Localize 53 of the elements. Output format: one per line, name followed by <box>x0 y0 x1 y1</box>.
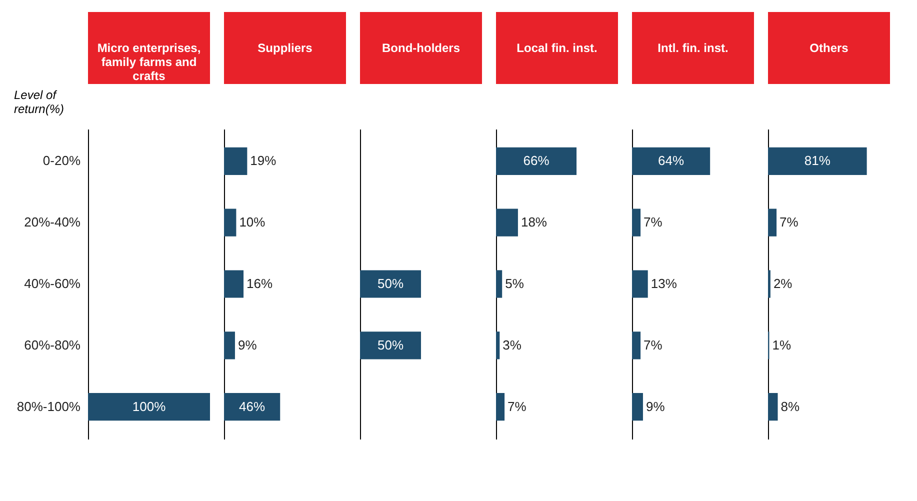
bar <box>632 147 710 176</box>
y-tick-label: 80%-100% <box>16 398 81 414</box>
bar <box>768 392 778 421</box>
data-label: 46% <box>239 398 266 414</box>
data-label: 7% <box>508 398 527 414</box>
data-label: 9% <box>646 398 666 414</box>
chart-title: Bond-holders <box>382 41 460 55</box>
chart-title: Local fin. inst. <box>516 41 598 55</box>
data-label: 81% <box>804 153 831 168</box>
bar <box>632 208 641 236</box>
data-label: 8% <box>780 398 800 414</box>
bar <box>632 392 643 421</box>
y-axis-title: Level of return(%) <box>14 88 64 116</box>
bar <box>224 332 235 360</box>
data-label: 7% <box>644 337 663 352</box>
y-tick-label: 60%-80% <box>24 337 81 352</box>
data-label: 13% <box>650 276 678 291</box>
bar <box>632 270 648 298</box>
chart-title: Suppliers <box>258 41 313 55</box>
data-label: 50% <box>377 276 404 291</box>
bar <box>496 332 500 360</box>
bar <box>224 270 244 298</box>
data-label: 100% <box>132 398 166 414</box>
data-label: 19% <box>250 153 277 168</box>
y-tick-label: 0-20% <box>42 153 81 168</box>
data-label: 2% <box>773 276 793 291</box>
bar <box>496 270 502 298</box>
chart-title: Intl. fin. inst. <box>658 41 728 55</box>
bar <box>496 147 577 176</box>
data-label: 7% <box>644 214 663 230</box>
chart-title: Others <box>810 41 849 55</box>
y-tick-label: 40%-60% <box>24 276 81 291</box>
bar <box>496 208 518 236</box>
data-label: 10% <box>239 214 266 230</box>
data-label: 16% <box>246 276 273 291</box>
bar <box>224 147 248 176</box>
bar <box>768 147 867 176</box>
data-label: 66% <box>523 153 550 168</box>
data-label: 5% <box>505 276 524 291</box>
bar <box>224 208 236 236</box>
y-tick-label: 20%-40% <box>24 214 81 230</box>
chart-title: Micro enterprises, family farms and crafts <box>97 41 201 83</box>
data-label: 18% <box>520 214 548 230</box>
data-label: 50% <box>377 337 404 352</box>
data-label: 1% <box>772 337 792 352</box>
data-label: 3% <box>502 337 522 352</box>
bar <box>496 392 505 421</box>
data-label: 64% <box>658 153 684 168</box>
bar <box>632 332 641 360</box>
data-label: 7% <box>780 214 799 230</box>
bar <box>768 208 777 236</box>
bar <box>224 392 280 421</box>
data-label: 9% <box>238 337 258 352</box>
